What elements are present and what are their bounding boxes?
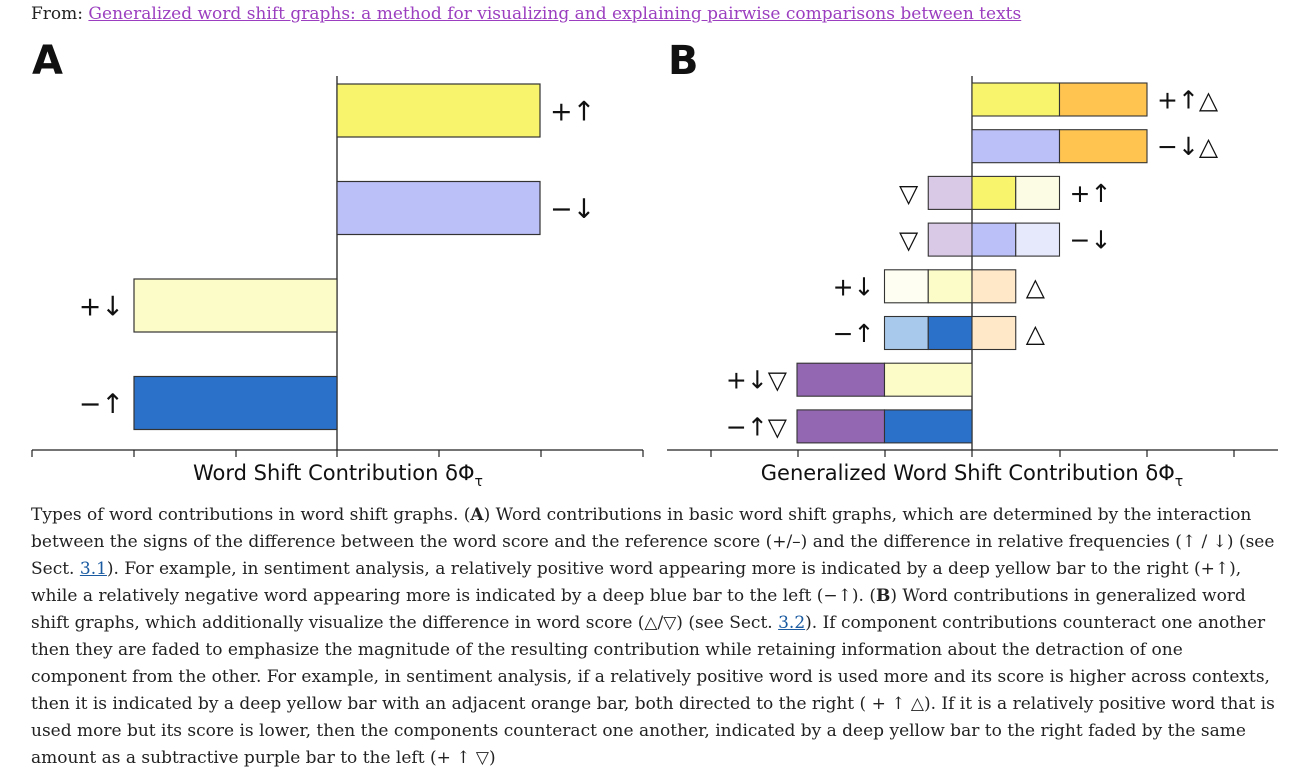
word-shift-figure: A +↑ −↓ +↓ −↑ Word Shift Contribution δΦτ B +↑… bbox=[31, 38, 1278, 490]
from-prefix: From: bbox=[31, 4, 84, 24]
bar-segment bbox=[927, 269, 973, 304]
bar bbox=[336, 180, 541, 236]
panel-b: B +↑△ −↓△ +↑ ▽ −↓ ▽ △ +↓ △ −↑ +↓▽ −↑▽ Generalized Wor… bbox=[667, 38, 1278, 490]
caption-b-letter: B bbox=[875, 586, 891, 606]
bar-label: ▽ bbox=[899, 226, 919, 255]
bar-segment bbox=[971, 222, 1017, 257]
bar bbox=[133, 278, 338, 333]
bar-segment bbox=[883, 269, 929, 304]
bar-segment bbox=[1015, 175, 1061, 210]
bar-label: −↑ bbox=[833, 319, 875, 348]
caption-a-letter: A bbox=[470, 505, 484, 525]
bar-segment bbox=[883, 362, 973, 397]
section-ref-link[interactable]: 3.1 bbox=[79, 559, 107, 579]
x-axis-label: Generalized Word Shift Contribution δΦτ bbox=[761, 461, 1183, 490]
bar-segment bbox=[971, 175, 1017, 210]
bar-segment bbox=[1058, 82, 1148, 117]
bar-label: △ bbox=[1026, 319, 1046, 348]
bar-label: ▽ bbox=[899, 179, 919, 208]
bar-label: −↓ bbox=[1070, 226, 1112, 255]
bar-segment bbox=[927, 315, 973, 351]
bar-label: +↑ bbox=[1070, 179, 1112, 208]
caption-a-text2: ). For example, in sentiment analysis, a… bbox=[31, 559, 1242, 606]
article-link[interactable]: Generalized word shift graphs: a method … bbox=[88, 4, 1022, 24]
section-ref-link[interactable]: 3.2 bbox=[778, 613, 806, 633]
panel-a-letter: A bbox=[32, 38, 63, 84]
bar-label: +↑△ bbox=[1157, 86, 1219, 115]
panel-a: A +↑ −↓ +↓ −↑ Word Shift Contribution δΦτ bbox=[31, 38, 644, 490]
bar-segment bbox=[796, 362, 886, 397]
bar-label: −↓△ bbox=[1157, 132, 1219, 161]
caption-a-text: ) Word contributions in basic word shift… bbox=[31, 505, 1275, 579]
bar-segment bbox=[971, 269, 1017, 304]
figure-caption: Types of word contributions in word shif… bbox=[31, 502, 1276, 772]
caption-intro: Types of word contributions in word shif… bbox=[31, 505, 471, 525]
bar-segment bbox=[971, 82, 1061, 117]
bar-segment bbox=[883, 315, 929, 351]
bar-segment bbox=[1058, 129, 1148, 164]
bar-segment bbox=[1015, 222, 1061, 257]
bar-segment bbox=[883, 409, 973, 444]
panel-b-letter: B bbox=[668, 38, 699, 84]
bar-label: +↓ bbox=[833, 272, 875, 301]
bar-label: +↑ bbox=[550, 97, 595, 128]
bar-segment bbox=[971, 315, 1017, 351]
bar-label: +↓ bbox=[79, 292, 124, 323]
bar-segment bbox=[927, 222, 973, 257]
bar-label: −↑▽ bbox=[726, 412, 788, 441]
bar-label: +↓▽ bbox=[726, 366, 788, 395]
caption-b-text: ) Word contributions in generalized word… bbox=[31, 586, 1246, 633]
bar-label: −↑ bbox=[79, 389, 124, 420]
x-axis-label: Word Shift Contribution δΦτ bbox=[193, 461, 483, 490]
bar bbox=[133, 375, 338, 431]
bar-segment bbox=[796, 409, 886, 444]
source-line: From: Generalized word shift graphs: a m… bbox=[31, 4, 1021, 24]
bar-segment bbox=[927, 175, 973, 210]
bar-label: △ bbox=[1026, 272, 1046, 301]
bar bbox=[336, 83, 541, 138]
bar-label: −↓ bbox=[550, 194, 595, 225]
bar-segment bbox=[971, 129, 1061, 164]
caption-b-text2: ). If component contributions counteract… bbox=[31, 613, 1275, 768]
